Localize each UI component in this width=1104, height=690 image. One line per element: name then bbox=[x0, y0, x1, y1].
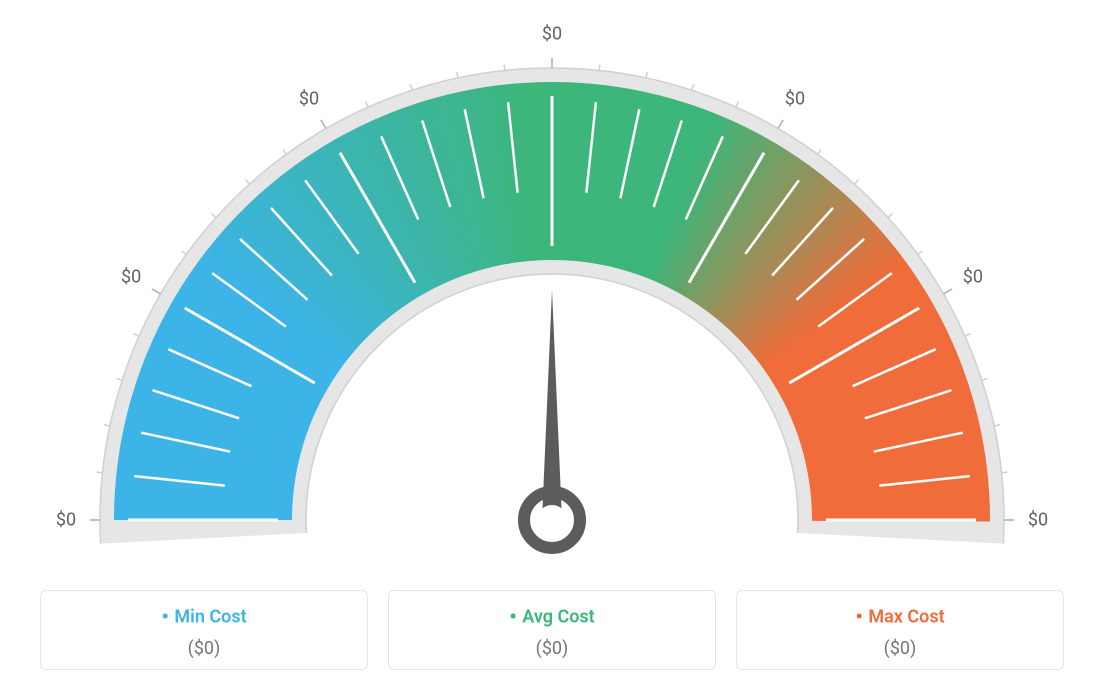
legend-row: Min Cost ($0) Avg Cost ($0) Max Cost ($0… bbox=[40, 590, 1064, 670]
legend-card-max: Max Cost ($0) bbox=[736, 590, 1064, 670]
legend-title: Min Cost bbox=[51, 605, 357, 630]
legend-value: ($0) bbox=[51, 638, 357, 659]
legend-card-min: Min Cost ($0) bbox=[40, 590, 368, 670]
gauge-tick-label: $0 bbox=[121, 267, 141, 288]
gauge-tick-label: $0 bbox=[785, 89, 805, 110]
legend-value: ($0) bbox=[399, 638, 705, 659]
legend-card-avg: Avg Cost ($0) bbox=[388, 590, 716, 670]
legend-value: ($0) bbox=[747, 638, 1053, 659]
gauge-tick-label: $0 bbox=[963, 267, 983, 288]
gauge-tick-label: $0 bbox=[1028, 510, 1048, 531]
gauge-tick-label: $0 bbox=[299, 89, 319, 110]
legend-title: Avg Cost bbox=[399, 605, 705, 630]
gauge-tick-label: $0 bbox=[542, 24, 562, 45]
legend-title: Max Cost bbox=[747, 605, 1053, 630]
gauge-chart: $0 $0 $0 $0 $0 $0 $0 bbox=[0, 0, 1104, 570]
gauge-tick-label: $0 bbox=[56, 510, 76, 531]
gauge-svg bbox=[0, 0, 1104, 570]
